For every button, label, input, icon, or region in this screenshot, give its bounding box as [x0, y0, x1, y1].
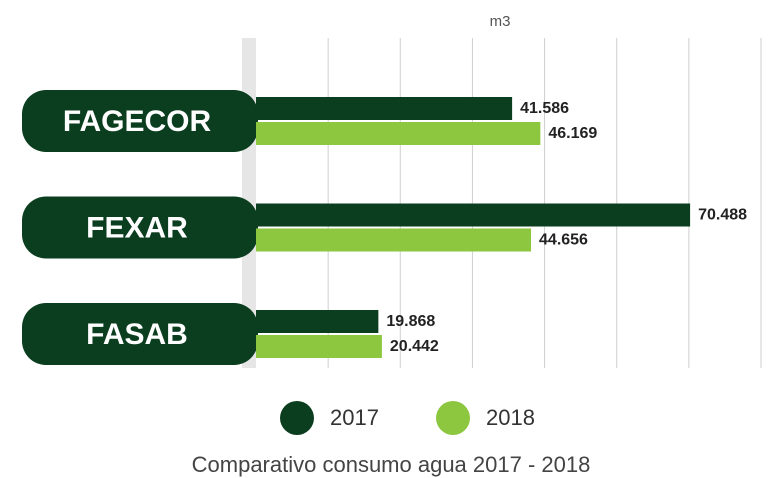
category-label: FASAB [86, 318, 188, 351]
bar [256, 122, 541, 145]
legend-swatch [280, 401, 314, 435]
category-label: FEXAR [86, 211, 188, 244]
value-label: 19.868 [386, 313, 435, 330]
category-pill [22, 196, 258, 259]
value-label: 41.586 [520, 100, 569, 117]
value-label: 46.169 [548, 125, 597, 142]
bar [256, 310, 379, 333]
legend-swatch [436, 401, 470, 435]
bar [256, 335, 382, 358]
bar [256, 228, 532, 252]
chart-title: Comparativo consumo agua 2017 - 2018 [192, 452, 591, 477]
legend-label: 2017 [330, 405, 379, 430]
value-label: 20.442 [390, 338, 439, 355]
bar [256, 97, 513, 120]
category-pill [22, 303, 258, 365]
bar [256, 203, 691, 227]
category-pill [22, 90, 258, 152]
value-label: 70.488 [698, 207, 747, 224]
axis-label: m3 [490, 13, 511, 30]
legend-label: 2018 [486, 405, 535, 430]
value-label: 44.656 [539, 232, 588, 249]
category-label: FAGECOR [63, 105, 212, 138]
